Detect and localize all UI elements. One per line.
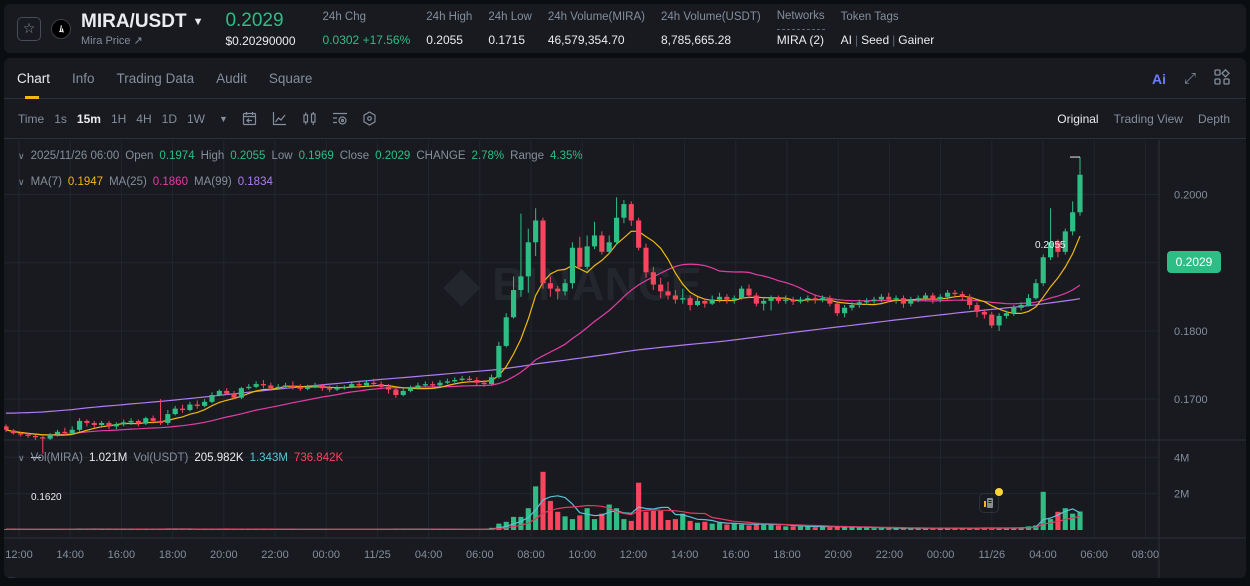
interval-15m[interactable]: 15m	[76, 111, 101, 126]
symbol-selector[interactable]: MIRA/USDT ▼	[81, 11, 203, 33]
interval-1h[interactable]: 1H	[110, 111, 127, 126]
token-logo: ﾑ	[51, 18, 71, 39]
tab-trading-data[interactable]: Trading Data	[116, 70, 195, 86]
stat-networks[interactable]: Networks MIRA (2)	[776, 10, 825, 47]
symbol-name: MIRA/USDT	[81, 10, 187, 32]
current-price-tag: 0.2029	[1167, 251, 1221, 273]
stat-24h-volume-usdt: 24h Volume(USDT) 8,785,665.28	[660, 10, 761, 47]
svg-text:0.1700: 0.1700	[1174, 394, 1208, 406]
ai-assistant-icon[interactable]: Ai	[1151, 70, 1166, 87]
svg-text:16:00: 16:00	[108, 549, 136, 561]
interval-4h[interactable]: 4H	[136, 111, 152, 126]
tab-chart[interactable]: Chart	[17, 58, 50, 99]
high-marker-label: 0.2055	[1035, 240, 1066, 251]
svg-text:4M: 4M	[1174, 452, 1189, 464]
svg-text:0.2000: 0.2000	[1174, 190, 1208, 202]
svg-text:20:00: 20:00	[824, 549, 852, 561]
notification-dot	[995, 488, 1003, 496]
last-price-block: 0.2029 $0.20290000	[225, 10, 295, 48]
tab-info[interactable]: Info	[72, 70, 95, 86]
svg-text:10:00: 10:00	[568, 549, 596, 561]
chart-settings-icon[interactable]	[332, 111, 348, 127]
ma-legend: ∨ MA(7) 0.1947 MA(25) 0.1860 MA(99) 0.1834	[18, 176, 273, 188]
stat-24h-high: 24h High 0.2055	[426, 10, 473, 47]
svg-text:06:00: 06:00	[1080, 549, 1108, 561]
svg-text:00:00: 00:00	[312, 549, 340, 561]
chart-toolbar: Time 1s 15m 1H 4H 1D 1W ▼ Original Tradi…	[4, 99, 1246, 139]
chart-tabs: Chart Info Trading Data Audit Square Ai …	[4, 58, 1246, 99]
chevron-down-icon[interactable]: ∨	[18, 150, 25, 161]
svg-text:12:00: 12:00	[620, 549, 648, 561]
news-event-icon[interactable]	[979, 493, 999, 513]
svg-text:14:00: 14:00	[671, 549, 699, 561]
tag-seed[interactable]: Seed	[861, 32, 890, 47]
last-price-usd: $0.20290000	[225, 33, 296, 48]
star-icon: ☆	[22, 20, 36, 36]
svg-text:14:00: 14:00	[56, 549, 84, 561]
svg-text:12:00: 12:00	[5, 549, 33, 561]
tab-audit[interactable]: Audit	[216, 70, 247, 86]
chart-card: Chart Info Trading Data Audit Square Ai …	[4, 58, 1246, 578]
svg-text:0.1800: 0.1800	[1174, 326, 1208, 338]
expand-icon[interactable]: ⤢	[1183, 70, 1196, 87]
stat-24h-volume-mira: 24h Volume(MIRA) 46,579,354.70	[547, 10, 645, 47]
svg-text:04:00: 04:00	[1029, 549, 1057, 561]
calendar-goto-icon[interactable]	[242, 111, 258, 127]
svg-text:06:00: 06:00	[466, 549, 494, 561]
stat-24h-low: 24h Low 0.1715	[488, 10, 532, 47]
interval-1w[interactable]: 1W	[186, 111, 205, 126]
token-price-link[interactable]: Mira Price ↗	[81, 34, 143, 47]
last-price: 0.2029	[225, 9, 284, 31]
svg-text:22:00: 22:00	[876, 549, 904, 561]
tag-gainer[interactable]: Gainer	[898, 32, 935, 47]
indicator-chart-icon[interactable]	[272, 111, 288, 127]
interval-time[interactable]: Time	[18, 111, 45, 126]
view-original[interactable]: Original	[1057, 112, 1099, 126]
expand-panel-button[interactable]: ›	[5, 577, 17, 578]
volume-legend: ∨ Vol(MIRA) 1.021M Vol(USDT) 205.982K 1.34…	[18, 452, 344, 464]
favorite-star-button[interactable]: ☆	[17, 16, 41, 41]
ticker-header: ☆ ﾑ MIRA/USDT ▼ Mira Price ↗ 0.2029 $0.2…	[4, 4, 1246, 53]
stat-24h-change: 24h Chg 0.0302 +17.56%	[322, 10, 411, 47]
caret-down-icon: ▼	[192, 15, 204, 28]
svg-text:08:00: 08:00	[517, 549, 545, 561]
svg-text:00:00: 00:00	[927, 549, 955, 561]
view-trading-view[interactable]: Trading View	[1113, 112, 1183, 126]
candlestick-chart[interactable]: 12:00 14:00 16:00 18:00 20:00 22:00 00:00 11/25…	[4, 140, 1246, 578]
chevron-down-icon[interactable]: ∨	[18, 452, 25, 463]
layout-grid-icon[interactable]	[1214, 68, 1230, 89]
chart-area[interactable]: 12:00 14:00 16:00 18:00 20:00 22:00 00:00 11/25…	[4, 140, 1246, 578]
svg-text:08:00: 08:00	[1132, 549, 1160, 561]
tag-ai[interactable]: AI	[840, 32, 852, 47]
candle-type-icon[interactable]	[302, 111, 318, 127]
symbol-block: MIRA/USDT ▼ Mira Price ↗	[81, 11, 203, 47]
interval-more-caret-icon[interactable]: ▼	[218, 113, 228, 124]
svg-text:22:00: 22:00	[261, 549, 289, 561]
chevron-down-icon[interactable]: ∨	[18, 176, 25, 187]
tab-square[interactable]: Square	[268, 70, 313, 86]
ohlc-legend: ∨ 2025/11/26 06:00 Open 0.1974 High 0.2055…	[18, 150, 583, 162]
interval-1s[interactable]: 1s	[54, 111, 67, 126]
svg-text:16:00: 16:00	[722, 549, 750, 561]
svg-text:11/26: 11/26	[978, 549, 1005, 561]
svg-text:11/25: 11/25	[364, 549, 391, 561]
svg-text:18:00: 18:00	[773, 549, 801, 561]
low-marker-label: 0.1620	[31, 492, 62, 503]
svg-text:04:00: 04:00	[415, 549, 443, 561]
svg-text:18:00: 18:00	[159, 549, 187, 561]
view-depth[interactable]: Depth	[1197, 112, 1230, 126]
token-tags: Token Tags AI | Seed | Gainer	[840, 10, 935, 47]
svg-text:2M: 2M	[1174, 489, 1189, 501]
interval-1d[interactable]: 1D	[161, 111, 177, 126]
svg-text:20:00: 20:00	[210, 549, 238, 561]
hexagon-settings-icon[interactable]	[362, 111, 378, 127]
